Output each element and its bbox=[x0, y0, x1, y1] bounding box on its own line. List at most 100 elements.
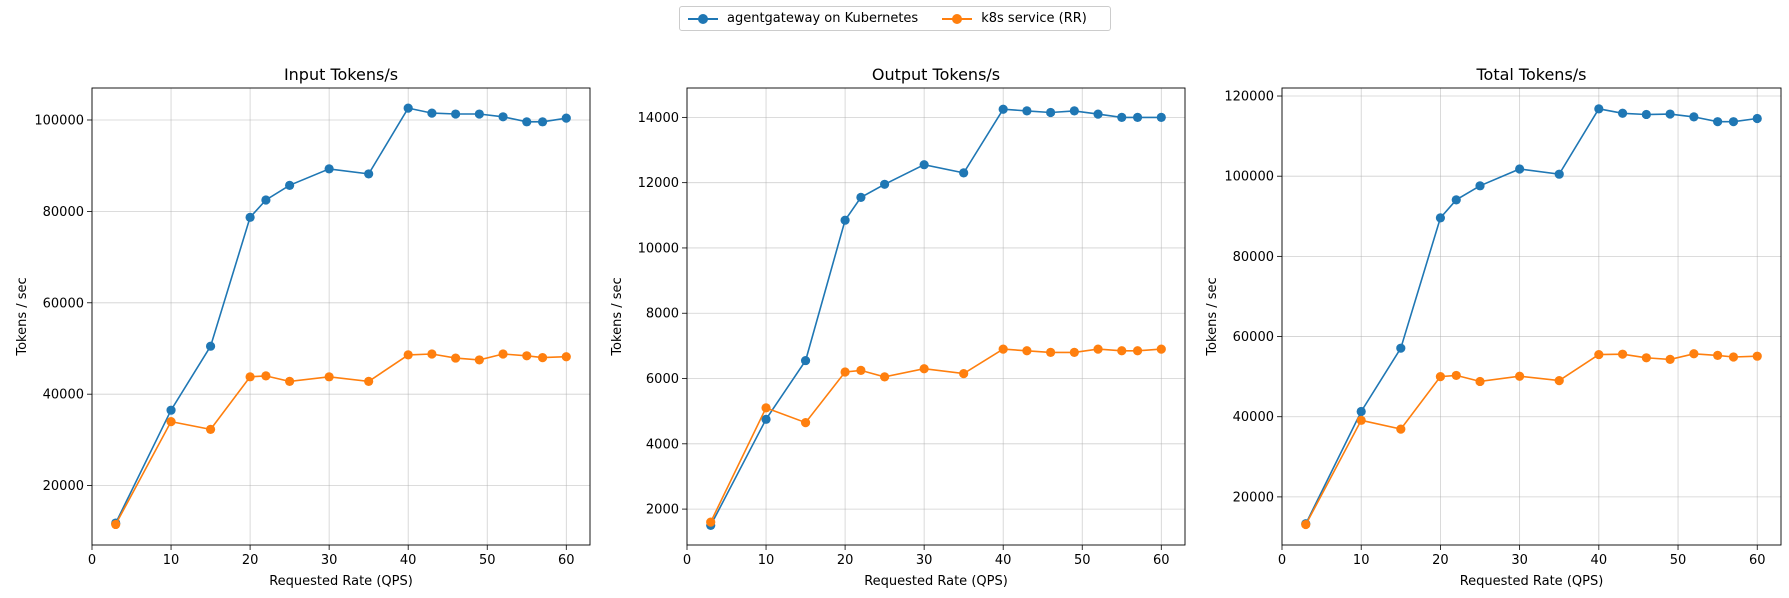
subplot-1: 0 10 20 30 40 50 60 20000 40000 60000 80000 100000 I… bbox=[15, 65, 591, 589]
data-point-k8s-service bbox=[261, 371, 271, 381]
x-tick-label: 0 bbox=[1278, 553, 1286, 568]
x-tick-label: 40 bbox=[1591, 553, 1608, 568]
y-tick-label: 2000 bbox=[646, 503, 679, 518]
y-tick-label: 14000 bbox=[638, 111, 679, 126]
data-point-k8s-service bbox=[1689, 349, 1699, 359]
legend-item-agentgateway: agentgateway on Kubernetes bbox=[688, 11, 918, 26]
x-tick-label: 60 bbox=[1153, 553, 1170, 568]
y-tick-label: 10000 bbox=[638, 241, 679, 256]
data-point-agentgateway bbox=[1117, 112, 1127, 122]
subplot-2: 0 10 20 30 40 50 60 2000 4000 6000 8000 10000 12000 1… bbox=[610, 65, 1186, 589]
data-point-agentgateway bbox=[1515, 164, 1525, 174]
y-axis-label: Tokens / sec bbox=[1205, 277, 1220, 356]
x-tick-label: 30 bbox=[321, 553, 338, 568]
data-point-agentgateway bbox=[1594, 104, 1604, 114]
data-point-k8s-service bbox=[840, 367, 850, 377]
data-point-k8s-service bbox=[561, 352, 571, 362]
data-point-k8s-service bbox=[537, 353, 548, 363]
data-point-agentgateway bbox=[840, 215, 850, 225]
data-point-k8s-service bbox=[427, 349, 437, 359]
data-point-k8s-service bbox=[451, 353, 461, 363]
data-point-agentgateway bbox=[1093, 109, 1103, 119]
y-tick-label: 4000 bbox=[646, 437, 679, 452]
x-tick-label: 0 bbox=[683, 553, 691, 568]
data-point-agentgateway bbox=[498, 112, 508, 122]
x-tick-label: 10 bbox=[758, 553, 775, 568]
x-tick-label: 50 bbox=[1074, 553, 1091, 568]
legend-item-k8s-service: k8s service (RR) bbox=[942, 11, 1087, 26]
legend-swatch-agentgateway bbox=[688, 13, 718, 25]
data-point-agentgateway bbox=[403, 103, 413, 113]
data-point-k8s-service bbox=[205, 424, 216, 434]
data-point-agentgateway bbox=[1641, 109, 1651, 120]
data-point-k8s-service bbox=[1396, 424, 1406, 434]
data-point-agentgateway bbox=[1689, 112, 1699, 122]
y-tick-label: 80000 bbox=[43, 205, 84, 220]
data-point-agentgateway bbox=[522, 117, 532, 127]
y-axis-label: Tokens / sec bbox=[610, 277, 625, 356]
data-point-agentgateway bbox=[998, 104, 1008, 114]
x-tick-label: 20 bbox=[837, 553, 854, 568]
data-point-k8s-service bbox=[1093, 344, 1103, 354]
x-tick-label: 30 bbox=[916, 553, 933, 568]
plot-frame bbox=[1281, 87, 1782, 546]
data-point-agentgateway bbox=[1554, 169, 1564, 179]
data-point-agentgateway bbox=[959, 168, 969, 178]
y-tick-label: 80000 bbox=[1233, 250, 1274, 265]
data-point-k8s-service bbox=[498, 349, 508, 359]
data-point-agentgateway bbox=[856, 192, 866, 202]
data-point-k8s-service bbox=[285, 376, 295, 386]
data-point-agentgateway bbox=[1728, 117, 1739, 127]
x-tick-label: 10 bbox=[163, 553, 180, 568]
data-point-k8s-service bbox=[403, 350, 413, 360]
y-tick-label: 120000 bbox=[1224, 90, 1274, 105]
series-line-k8s-service bbox=[1305, 352, 1758, 525]
plot-frame bbox=[91, 87, 591, 546]
x-tick-label: 10 bbox=[1353, 553, 1370, 568]
data-point-agentgateway bbox=[451, 109, 461, 119]
y-axis-label: Tokens / sec bbox=[15, 277, 30, 356]
data-point-k8s-service bbox=[166, 417, 176, 427]
data-point-agentgateway bbox=[474, 109, 484, 119]
data-point-k8s-service bbox=[1117, 346, 1127, 356]
data-point-agentgateway bbox=[285, 180, 295, 190]
data-point-k8s-service bbox=[1713, 350, 1723, 360]
data-point-k8s-service bbox=[800, 417, 811, 428]
chart-title: Output Tokens/s bbox=[872, 65, 1000, 84]
data-point-k8s-service bbox=[1132, 346, 1143, 356]
data-point-agentgateway bbox=[1022, 106, 1032, 116]
data-point-k8s-service bbox=[1617, 349, 1628, 359]
series-line-agentgateway bbox=[114, 107, 567, 524]
data-point-agentgateway bbox=[1752, 113, 1762, 124]
chart-legend: agentgateway on Kubernetes k8s service (… bbox=[679, 6, 1111, 31]
data-point-agentgateway bbox=[364, 169, 374, 179]
y-tick-label: 8000 bbox=[646, 307, 679, 322]
data-point-k8s-service bbox=[1641, 353, 1651, 363]
y-tick-label: 40000 bbox=[1233, 410, 1274, 425]
data-point-agentgateway bbox=[919, 160, 929, 170]
data-point-k8s-service bbox=[761, 403, 771, 413]
data-point-k8s-service bbox=[1475, 376, 1485, 387]
data-point-k8s-service bbox=[706, 517, 716, 527]
legend-label-k8s-service: k8s service (RR) bbox=[981, 11, 1087, 26]
data-point-k8s-service bbox=[1022, 346, 1032, 356]
series-line-agentgateway bbox=[1305, 107, 1758, 525]
data-point-k8s-service bbox=[1728, 352, 1739, 362]
chart-title: Total Tokens/s bbox=[1475, 65, 1586, 84]
x-tick-label: 30 bbox=[1511, 553, 1528, 568]
y-tick-label: 100000 bbox=[1224, 170, 1274, 185]
series-line-k8s-service bbox=[709, 348, 1162, 523]
x-tick-label: 60 bbox=[1749, 553, 1766, 568]
x-axis-label: Requested Rate (QPS) bbox=[269, 574, 413, 589]
data-point-k8s-service bbox=[1435, 372, 1446, 382]
data-point-agentgateway bbox=[1069, 106, 1079, 116]
data-point-agentgateway bbox=[800, 355, 811, 366]
data-point-agentgateway bbox=[1713, 117, 1723, 127]
x-tick-label: 0 bbox=[88, 553, 96, 568]
data-point-k8s-service bbox=[1451, 370, 1461, 381]
data-point-k8s-service bbox=[1356, 415, 1366, 425]
data-point-k8s-service bbox=[364, 376, 374, 386]
data-point-agentgateway bbox=[1356, 406, 1366, 417]
data-point-agentgateway bbox=[1617, 108, 1628, 118]
y-tick-label: 100000 bbox=[34, 113, 84, 128]
